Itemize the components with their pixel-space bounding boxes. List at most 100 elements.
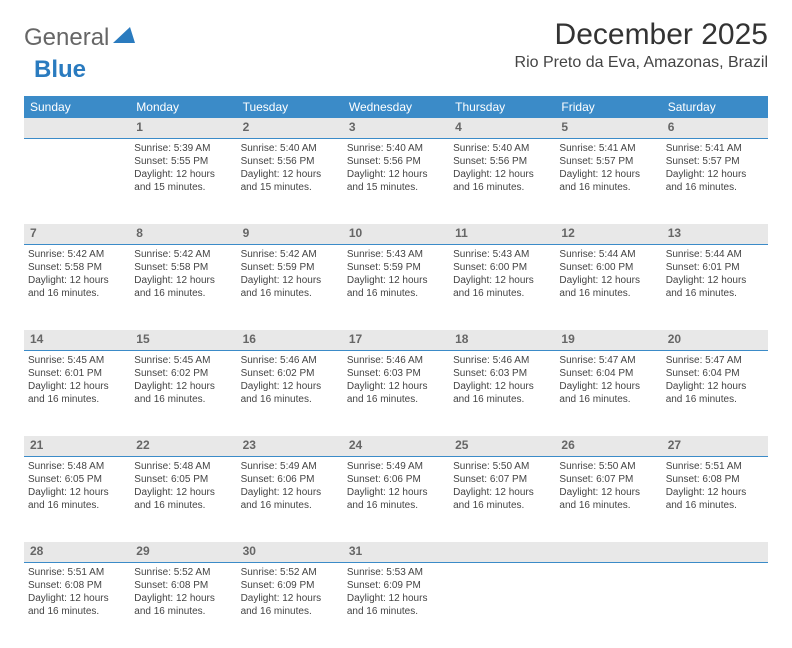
day-number: 5 <box>555 118 661 138</box>
day-cell: Sunrise: 5:42 AMSunset: 5:58 PMDaylight:… <box>130 244 236 330</box>
calendar-table: SundayMondayTuesdayWednesdayThursdayFrid… <box>24 96 768 648</box>
weekday-header: Monday <box>130 96 236 118</box>
day-number-row: 78910111213 <box>24 224 768 244</box>
day-number: 16 <box>237 330 343 350</box>
day-number: 1 <box>130 118 236 138</box>
daylight-line: Daylight: 12 hours and 16 minutes. <box>28 592 126 618</box>
day-cell: Sunrise: 5:39 AMSunset: 5:55 PMDaylight:… <box>130 138 236 224</box>
sunrise-line: Sunrise: 5:51 AM <box>28 566 126 579</box>
sunrise-line: Sunrise: 5:46 AM <box>241 354 339 367</box>
day-number: 18 <box>449 330 555 350</box>
logo-word1: General <box>24 24 109 52</box>
daylight-line: Daylight: 12 hours and 16 minutes. <box>347 380 445 406</box>
day-cell: Sunrise: 5:41 AMSunset: 5:57 PMDaylight:… <box>555 138 661 224</box>
day-cell: Sunrise: 5:40 AMSunset: 5:56 PMDaylight:… <box>449 138 555 224</box>
daylight-line: Daylight: 12 hours and 16 minutes. <box>28 274 126 300</box>
day-number: 13 <box>662 224 768 244</box>
day-cell: Sunrise: 5:44 AMSunset: 6:01 PMDaylight:… <box>662 244 768 330</box>
day-cell: Sunrise: 5:46 AMSunset: 6:03 PMDaylight:… <box>449 350 555 436</box>
sunset-line: Sunset: 6:04 PM <box>559 367 657 380</box>
daylight-line: Daylight: 12 hours and 16 minutes. <box>453 274 551 300</box>
daylight-line: Daylight: 12 hours and 16 minutes. <box>134 592 232 618</box>
sunrise-line: Sunrise: 5:53 AM <box>347 566 445 579</box>
day-number: 23 <box>237 436 343 456</box>
sunset-line: Sunset: 6:04 PM <box>666 367 764 380</box>
weekday-header: Tuesday <box>237 96 343 118</box>
weekday-header: Wednesday <box>343 96 449 118</box>
day-cell: Sunrise: 5:46 AMSunset: 6:02 PMDaylight:… <box>237 350 343 436</box>
day-number-row: 14151617181920 <box>24 330 768 350</box>
day-cell: Sunrise: 5:43 AMSunset: 6:00 PMDaylight:… <box>449 244 555 330</box>
sunrise-line: Sunrise: 5:48 AM <box>134 460 232 473</box>
sunset-line: Sunset: 6:00 PM <box>453 261 551 274</box>
day-content-row: Sunrise: 5:48 AMSunset: 6:05 PMDaylight:… <box>24 456 768 542</box>
sunset-line: Sunset: 5:56 PM <box>241 155 339 168</box>
sunset-line: Sunset: 6:07 PM <box>559 473 657 486</box>
day-number: 15 <box>130 330 236 350</box>
sunset-line: Sunset: 6:03 PM <box>453 367 551 380</box>
weekday-header: Friday <box>555 96 661 118</box>
sunset-line: Sunset: 6:02 PM <box>134 367 232 380</box>
sunset-line: Sunset: 5:59 PM <box>241 261 339 274</box>
daylight-line: Daylight: 12 hours and 16 minutes. <box>453 486 551 512</box>
sunset-line: Sunset: 6:06 PM <box>241 473 339 486</box>
sunset-line: Sunset: 6:05 PM <box>134 473 232 486</box>
day-number: 29 <box>130 542 236 562</box>
day-cell: Sunrise: 5:46 AMSunset: 6:03 PMDaylight:… <box>343 350 449 436</box>
day-cell: Sunrise: 5:51 AMSunset: 6:08 PMDaylight:… <box>662 456 768 542</box>
day-content-row: Sunrise: 5:39 AMSunset: 5:55 PMDaylight:… <box>24 138 768 224</box>
day-number: 19 <box>555 330 661 350</box>
daylight-line: Daylight: 12 hours and 16 minutes. <box>559 168 657 194</box>
day-cell: Sunrise: 5:45 AMSunset: 6:02 PMDaylight:… <box>130 350 236 436</box>
sunrise-line: Sunrise: 5:43 AM <box>347 248 445 261</box>
day-number-row: 28293031 <box>24 542 768 562</box>
sunrise-line: Sunrise: 5:42 AM <box>28 248 126 261</box>
daylight-line: Daylight: 12 hours and 16 minutes. <box>241 380 339 406</box>
sunrise-line: Sunrise: 5:49 AM <box>347 460 445 473</box>
sunrise-line: Sunrise: 5:50 AM <box>559 460 657 473</box>
day-content-row: Sunrise: 5:42 AMSunset: 5:58 PMDaylight:… <box>24 244 768 330</box>
sunrise-line: Sunrise: 5:42 AM <box>134 248 232 261</box>
daylight-line: Daylight: 12 hours and 16 minutes. <box>453 168 551 194</box>
weekday-header-row: SundayMondayTuesdayWednesdayThursdayFrid… <box>24 96 768 118</box>
daylight-line: Daylight: 12 hours and 16 minutes. <box>347 274 445 300</box>
sunset-line: Sunset: 6:08 PM <box>666 473 764 486</box>
day-number: 22 <box>130 436 236 456</box>
sunset-line: Sunset: 5:56 PM <box>347 155 445 168</box>
day-number: 26 <box>555 436 661 456</box>
day-number: 10 <box>343 224 449 244</box>
day-number: 12 <box>555 224 661 244</box>
sunrise-line: Sunrise: 5:41 AM <box>666 142 764 155</box>
day-number-row: 123456 <box>24 118 768 138</box>
sunrise-line: Sunrise: 5:40 AM <box>241 142 339 155</box>
daylight-line: Daylight: 12 hours and 16 minutes. <box>666 486 764 512</box>
day-number: 8 <box>130 224 236 244</box>
day-number: 11 <box>449 224 555 244</box>
day-cell: Sunrise: 5:48 AMSunset: 6:05 PMDaylight:… <box>130 456 236 542</box>
day-cell: Sunrise: 5:41 AMSunset: 5:57 PMDaylight:… <box>662 138 768 224</box>
day-number: 27 <box>662 436 768 456</box>
day-number-row: 21222324252627 <box>24 436 768 456</box>
day-cell: Sunrise: 5:42 AMSunset: 5:58 PMDaylight:… <box>24 244 130 330</box>
day-cell: Sunrise: 5:51 AMSunset: 6:08 PMDaylight:… <box>24 562 130 648</box>
sunset-line: Sunset: 6:07 PM <box>453 473 551 486</box>
day-cell: Sunrise: 5:49 AMSunset: 6:06 PMDaylight:… <box>343 456 449 542</box>
daylight-line: Daylight: 12 hours and 16 minutes. <box>347 486 445 512</box>
day-cell: Sunrise: 5:40 AMSunset: 5:56 PMDaylight:… <box>343 138 449 224</box>
sunset-line: Sunset: 6:08 PM <box>28 579 126 592</box>
sunrise-line: Sunrise: 5:48 AM <box>28 460 126 473</box>
sunrise-line: Sunrise: 5:44 AM <box>666 248 764 261</box>
day-number: 24 <box>343 436 449 456</box>
daylight-line: Daylight: 12 hours and 15 minutes. <box>241 168 339 194</box>
logo-word2: Blue <box>34 56 86 83</box>
day-number: 3 <box>343 118 449 138</box>
sunset-line: Sunset: 5:57 PM <box>666 155 764 168</box>
day-number: 17 <box>343 330 449 350</box>
daylight-line: Daylight: 12 hours and 16 minutes. <box>453 380 551 406</box>
logo: General <box>24 24 135 52</box>
sunrise-line: Sunrise: 5:43 AM <box>453 248 551 261</box>
sunrise-line: Sunrise: 5:46 AM <box>453 354 551 367</box>
sunset-line: Sunset: 5:55 PM <box>134 155 232 168</box>
sunset-line: Sunset: 6:09 PM <box>347 579 445 592</box>
daylight-line: Daylight: 12 hours and 16 minutes. <box>134 380 232 406</box>
